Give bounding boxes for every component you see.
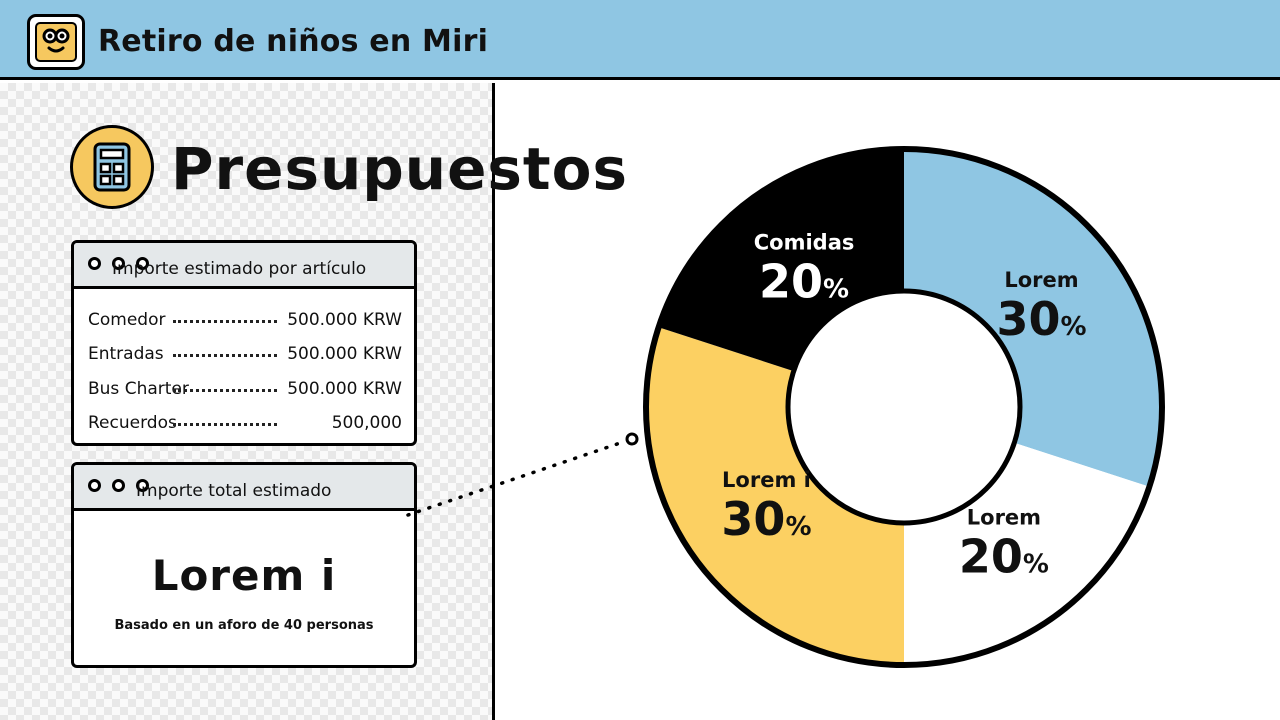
total-amount: Lorem i — [151, 551, 337, 600]
slice-value: 30% — [996, 292, 1086, 346]
slice-value: 30% — [721, 492, 811, 546]
card-title: Importe total estimado — [136, 481, 332, 501]
window-dot-icon[interactable] — [136, 257, 149, 270]
mascot-face-icon — [35, 22, 77, 62]
items-estimate-card: Importe estimado por artículo Comedor 50… — [71, 240, 417, 446]
panel-divider — [492, 83, 495, 720]
slice-label: Lorem — [1004, 268, 1078, 292]
slice-label: Lorem i — [722, 468, 811, 492]
calculator-icon — [70, 125, 154, 209]
page-title: Presupuestos — [171, 135, 629, 203]
list-item: Bus Charter 500.000 KRW — [88, 379, 402, 403]
slice-label: Lorem — [967, 506, 1041, 530]
dotted-leader — [173, 423, 277, 426]
item-label: Comedor — [88, 310, 166, 330]
item-value: 500.000 KRW — [287, 379, 402, 399]
window-dot-icon[interactable] — [136, 479, 149, 492]
item-label: Recuerdos — [88, 413, 177, 433]
donut-hole — [785, 288, 1023, 526]
app-logo[interactable] — [27, 14, 85, 70]
window-dot-icon[interactable] — [88, 479, 101, 492]
header-bar: Retiro de niños en Miri — [0, 0, 1280, 80]
item-label: Entradas — [88, 344, 164, 364]
slice-value: 20% — [959, 530, 1049, 584]
connector-line — [406, 432, 639, 517]
item-label: Bus Charter — [88, 379, 189, 399]
list-item: Entradas 500.000 KRW — [88, 344, 402, 368]
donut-outline — [643, 146, 1165, 668]
item-value: 500.000 KRW — [287, 310, 402, 330]
item-value: 500.000 KRW — [287, 344, 402, 364]
card-title: Importe estimado por artículo — [112, 259, 367, 279]
dotted-leader — [173, 320, 277, 323]
item-value: 500,000 — [331, 413, 402, 433]
card-header: Importe total estimado — [74, 465, 414, 511]
window-dot-icon[interactable] — [112, 479, 125, 492]
dotted-leader — [173, 354, 277, 357]
slice-value: 20% — [759, 254, 849, 308]
total-note: Basado en un aforo de 40 personas — [114, 618, 374, 633]
slice-label: Comidas — [754, 230, 855, 254]
list-item: Comedor 500.000 KRW — [88, 310, 402, 334]
total-estimate-card: Importe total estimado Lorem i Basado en… — [71, 462, 417, 668]
app-title: Retiro de niños en Miri — [98, 24, 489, 59]
dotted-leader — [173, 389, 277, 392]
window-dot-icon[interactable] — [112, 257, 125, 270]
list-item: Recuerdos 500,000 — [88, 413, 402, 437]
card-header: Importe estimado por artículo — [74, 243, 414, 289]
window-dot-icon[interactable] — [88, 257, 101, 270]
